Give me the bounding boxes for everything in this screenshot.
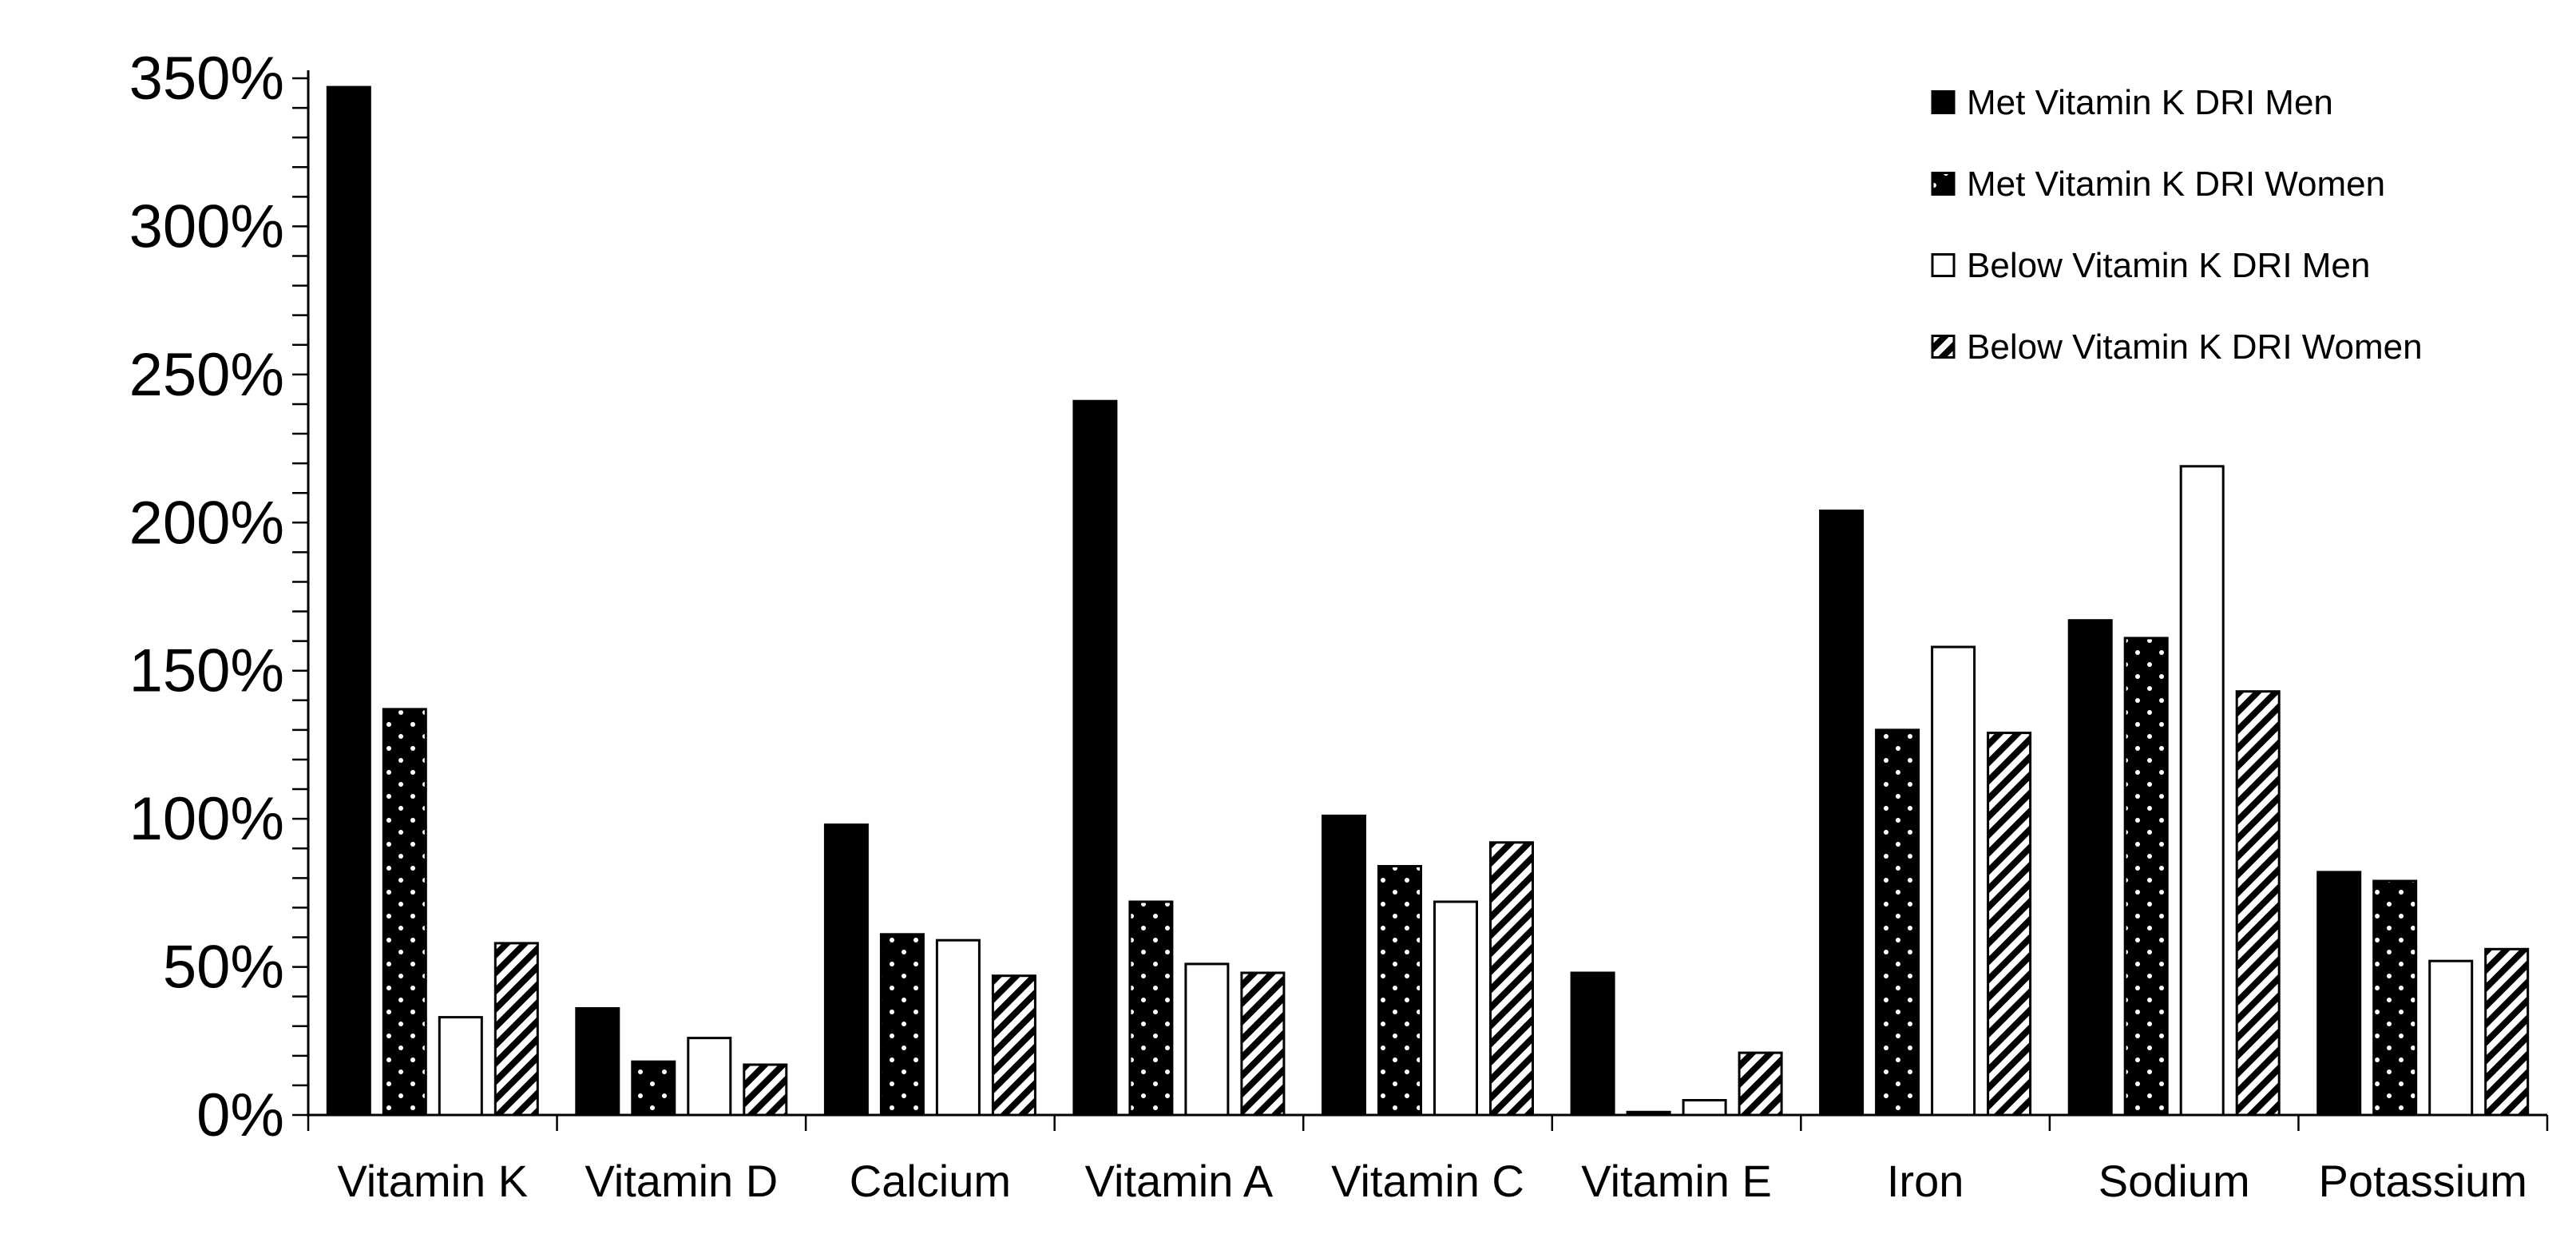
bar-iron-1: [1819, 510, 1865, 1117]
bar-vitamin-d-2: [631, 1060, 676, 1117]
bar-vitamin-c-3: [1433, 900, 1478, 1117]
bar-vitamin-k-1: [326, 85, 371, 1117]
x-tick-label: Vitamin E: [1581, 1156, 1772, 1206]
bar-calcium-4: [991, 974, 1036, 1117]
bar-vitamin-k-2: [382, 708, 427, 1117]
legend-swatch-1: [1931, 90, 1956, 114]
x-tick-label: Calcium: [850, 1156, 1011, 1206]
legend-label-2: Met Vitamin K DRI Women: [1967, 165, 2385, 204]
bar-potassium-4: [2484, 947, 2530, 1117]
legend-label-1: Met Vitamin K DRI Men: [1967, 83, 2333, 122]
bar-vitamin-c-1: [1322, 814, 1366, 1117]
bar-iron-2: [1875, 728, 1920, 1117]
bar-sodium-3: [2179, 465, 2225, 1117]
y-tick-label: 150%: [129, 637, 284, 705]
bar-vitamin-a-4: [1240, 971, 1286, 1117]
x-tick-label: Vitamin C: [1331, 1156, 1524, 1206]
y-tick-label: 350%: [129, 45, 284, 113]
bar-potassium-2: [2372, 879, 2418, 1117]
bar-iron-3: [1931, 645, 1976, 1117]
x-tick-label: Vitamin A: [1085, 1156, 1274, 1206]
x-tick-label: Potassium: [2319, 1156, 2527, 1206]
bar-calcium-3: [935, 938, 981, 1117]
bar-sodium-1: [2067, 619, 2113, 1117]
bar-vitamin-d-4: [743, 1063, 788, 1117]
plot-area: 0% 50% 100% 150% 200% 250% 300% 350% Vitamin K Vi…: [129, 45, 2549, 1206]
legend-label-4: Below Vitamin K DRI Women: [1967, 327, 2423, 367]
y-tick-label: 300%: [129, 192, 284, 260]
bar-vitamin-k-3: [438, 1016, 483, 1117]
bar-potassium-1: [2316, 871, 2362, 1117]
legend: Met Vitamin K DRI Men Met Vitamin K DRI W…: [1931, 83, 2423, 367]
x-tick-label: Sodium: [2098, 1156, 2250, 1206]
bar-vitamin-d-3: [687, 1037, 732, 1117]
bar-vitamin-d-1: [575, 1007, 620, 1117]
y-tick-label: 100%: [129, 785, 284, 853]
bar-vitamin-e-3: [1682, 1099, 1727, 1117]
legend-swatch-4: [1931, 335, 1956, 359]
y-tick-label: 0%: [196, 1081, 284, 1149]
bar-vitamin-c-4: [1489, 841, 1534, 1117]
y-tick-label: 200%: [129, 489, 284, 557]
x-tick-label: Vitamin K: [337, 1156, 528, 1206]
bar-potassium-3: [2428, 959, 2474, 1117]
bar-vitamin-e-4: [1738, 1051, 1783, 1117]
bar-vitamin-c-2: [1377, 865, 1422, 1117]
legend-swatch-2: [1931, 172, 1956, 196]
bar-sodium-4: [2235, 690, 2281, 1117]
y-tick-label: 250%: [129, 341, 284, 409]
x-tick-label: Vitamin D: [585, 1156, 778, 1206]
bar-vitamin-a-2: [1128, 900, 1174, 1117]
legend-swatch-3: [1931, 253, 1956, 277]
bar-vitamin-e-1: [1570, 971, 1615, 1117]
bar-iron-4: [1987, 732, 2032, 1117]
y-tick-label: 50%: [163, 934, 284, 1002]
bar-calcium-1: [823, 823, 869, 1117]
legend-label-3: Below Vitamin K DRI Men: [1967, 246, 2370, 285]
x-tick-label: Iron: [1887, 1156, 1964, 1206]
bar-sodium-2: [2123, 637, 2169, 1117]
bar-vitamin-a-1: [1072, 399, 1118, 1117]
bar-vitamin-a-3: [1184, 962, 1230, 1117]
bar-vitamin-k-4: [493, 942, 539, 1117]
bar-calcium-2: [879, 933, 925, 1117]
